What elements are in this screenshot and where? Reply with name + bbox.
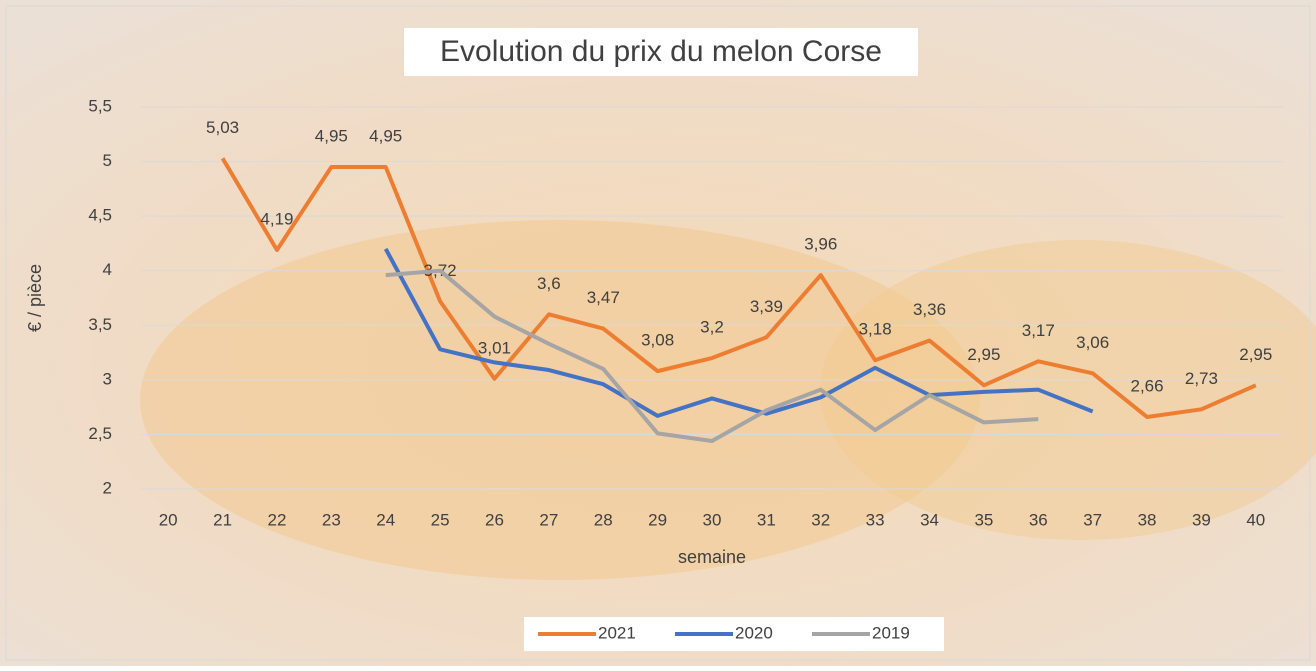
x-tick-label: 37 bbox=[1083, 510, 1102, 529]
data-label: 2,95 bbox=[1239, 345, 1272, 364]
data-label: 3,47 bbox=[587, 288, 620, 307]
y-tick-label: 4 bbox=[103, 260, 112, 279]
y-tick-label: 3,5 bbox=[88, 315, 112, 334]
y-tick-label: 2,5 bbox=[88, 424, 112, 443]
data-label: 2,66 bbox=[1131, 376, 1164, 395]
data-label: 3,2 bbox=[700, 318, 724, 337]
y-tick-label: 5,5 bbox=[88, 96, 112, 115]
data-label: 5,03 bbox=[206, 118, 239, 137]
y-axis-label: € / pièce bbox=[25, 264, 45, 332]
x-tick-label: 28 bbox=[594, 510, 613, 529]
data-label: 3,08 bbox=[641, 331, 674, 350]
y-tick-label: 2 bbox=[103, 478, 112, 497]
x-tick-label: 33 bbox=[866, 510, 885, 529]
legend-label: 2021 bbox=[598, 623, 636, 642]
x-tick-label: 29 bbox=[648, 510, 667, 529]
title-box bbox=[404, 28, 918, 76]
background-shape bbox=[820, 240, 1316, 540]
data-label: 3,96 bbox=[804, 235, 837, 254]
x-tick-label: 27 bbox=[539, 510, 558, 529]
data-label: 3,18 bbox=[859, 320, 892, 339]
data-label: 4,95 bbox=[315, 127, 348, 146]
x-tick-label: 39 bbox=[1192, 510, 1211, 529]
data-label: 3,36 bbox=[913, 300, 946, 319]
line-series bbox=[383, 247, 1094, 418]
y-tick-label: 5 bbox=[103, 151, 112, 170]
legend: 2021 2020 2019 bbox=[538, 623, 910, 642]
line-series bbox=[220, 157, 1257, 419]
x-axis-label: semaine bbox=[678, 547, 746, 567]
x-tick-label: 21 bbox=[213, 510, 232, 529]
data-label: 3,17 bbox=[1022, 321, 1055, 340]
data-label: 2,95 bbox=[967, 345, 1000, 364]
data-label: 2,73 bbox=[1185, 369, 1218, 388]
x-tick-label: 38 bbox=[1138, 510, 1157, 529]
x-tick-label: 34 bbox=[920, 510, 939, 529]
data-label: 3,6 bbox=[537, 274, 561, 293]
legend-label: 2019 bbox=[872, 623, 910, 642]
legend-label: 2020 bbox=[735, 623, 773, 642]
background-shape bbox=[140, 220, 980, 580]
data-label: 3,06 bbox=[1076, 333, 1109, 352]
x-tick-label: 32 bbox=[811, 510, 830, 529]
x-tick-label: 25 bbox=[431, 510, 450, 529]
x-tick-label: 31 bbox=[757, 510, 776, 529]
x-tick-label: 26 bbox=[485, 510, 504, 529]
data-label: 4,19 bbox=[260, 209, 293, 228]
chart-border bbox=[5, 5, 1311, 661]
line-series bbox=[385, 268, 1039, 443]
x-tick-label: 22 bbox=[267, 510, 286, 529]
y-tick-label: 3 bbox=[103, 369, 112, 388]
x-tick-label: 24 bbox=[376, 510, 395, 529]
data-label: 4,95 bbox=[369, 127, 402, 146]
x-tick-label: 40 bbox=[1246, 510, 1265, 529]
chart-title: Evolution du prix du melon Corse bbox=[440, 35, 882, 68]
x-tick-label: 30 bbox=[703, 510, 722, 529]
x-tick-label: 23 bbox=[322, 510, 341, 529]
data-label: 3,01 bbox=[478, 338, 511, 357]
x-tick-label: 36 bbox=[1029, 510, 1048, 529]
y-tick-label: 4,5 bbox=[88, 206, 112, 225]
data-label: 3,39 bbox=[750, 297, 783, 316]
x-tick-label: 20 bbox=[159, 510, 178, 529]
x-tick-label: 35 bbox=[974, 510, 993, 529]
